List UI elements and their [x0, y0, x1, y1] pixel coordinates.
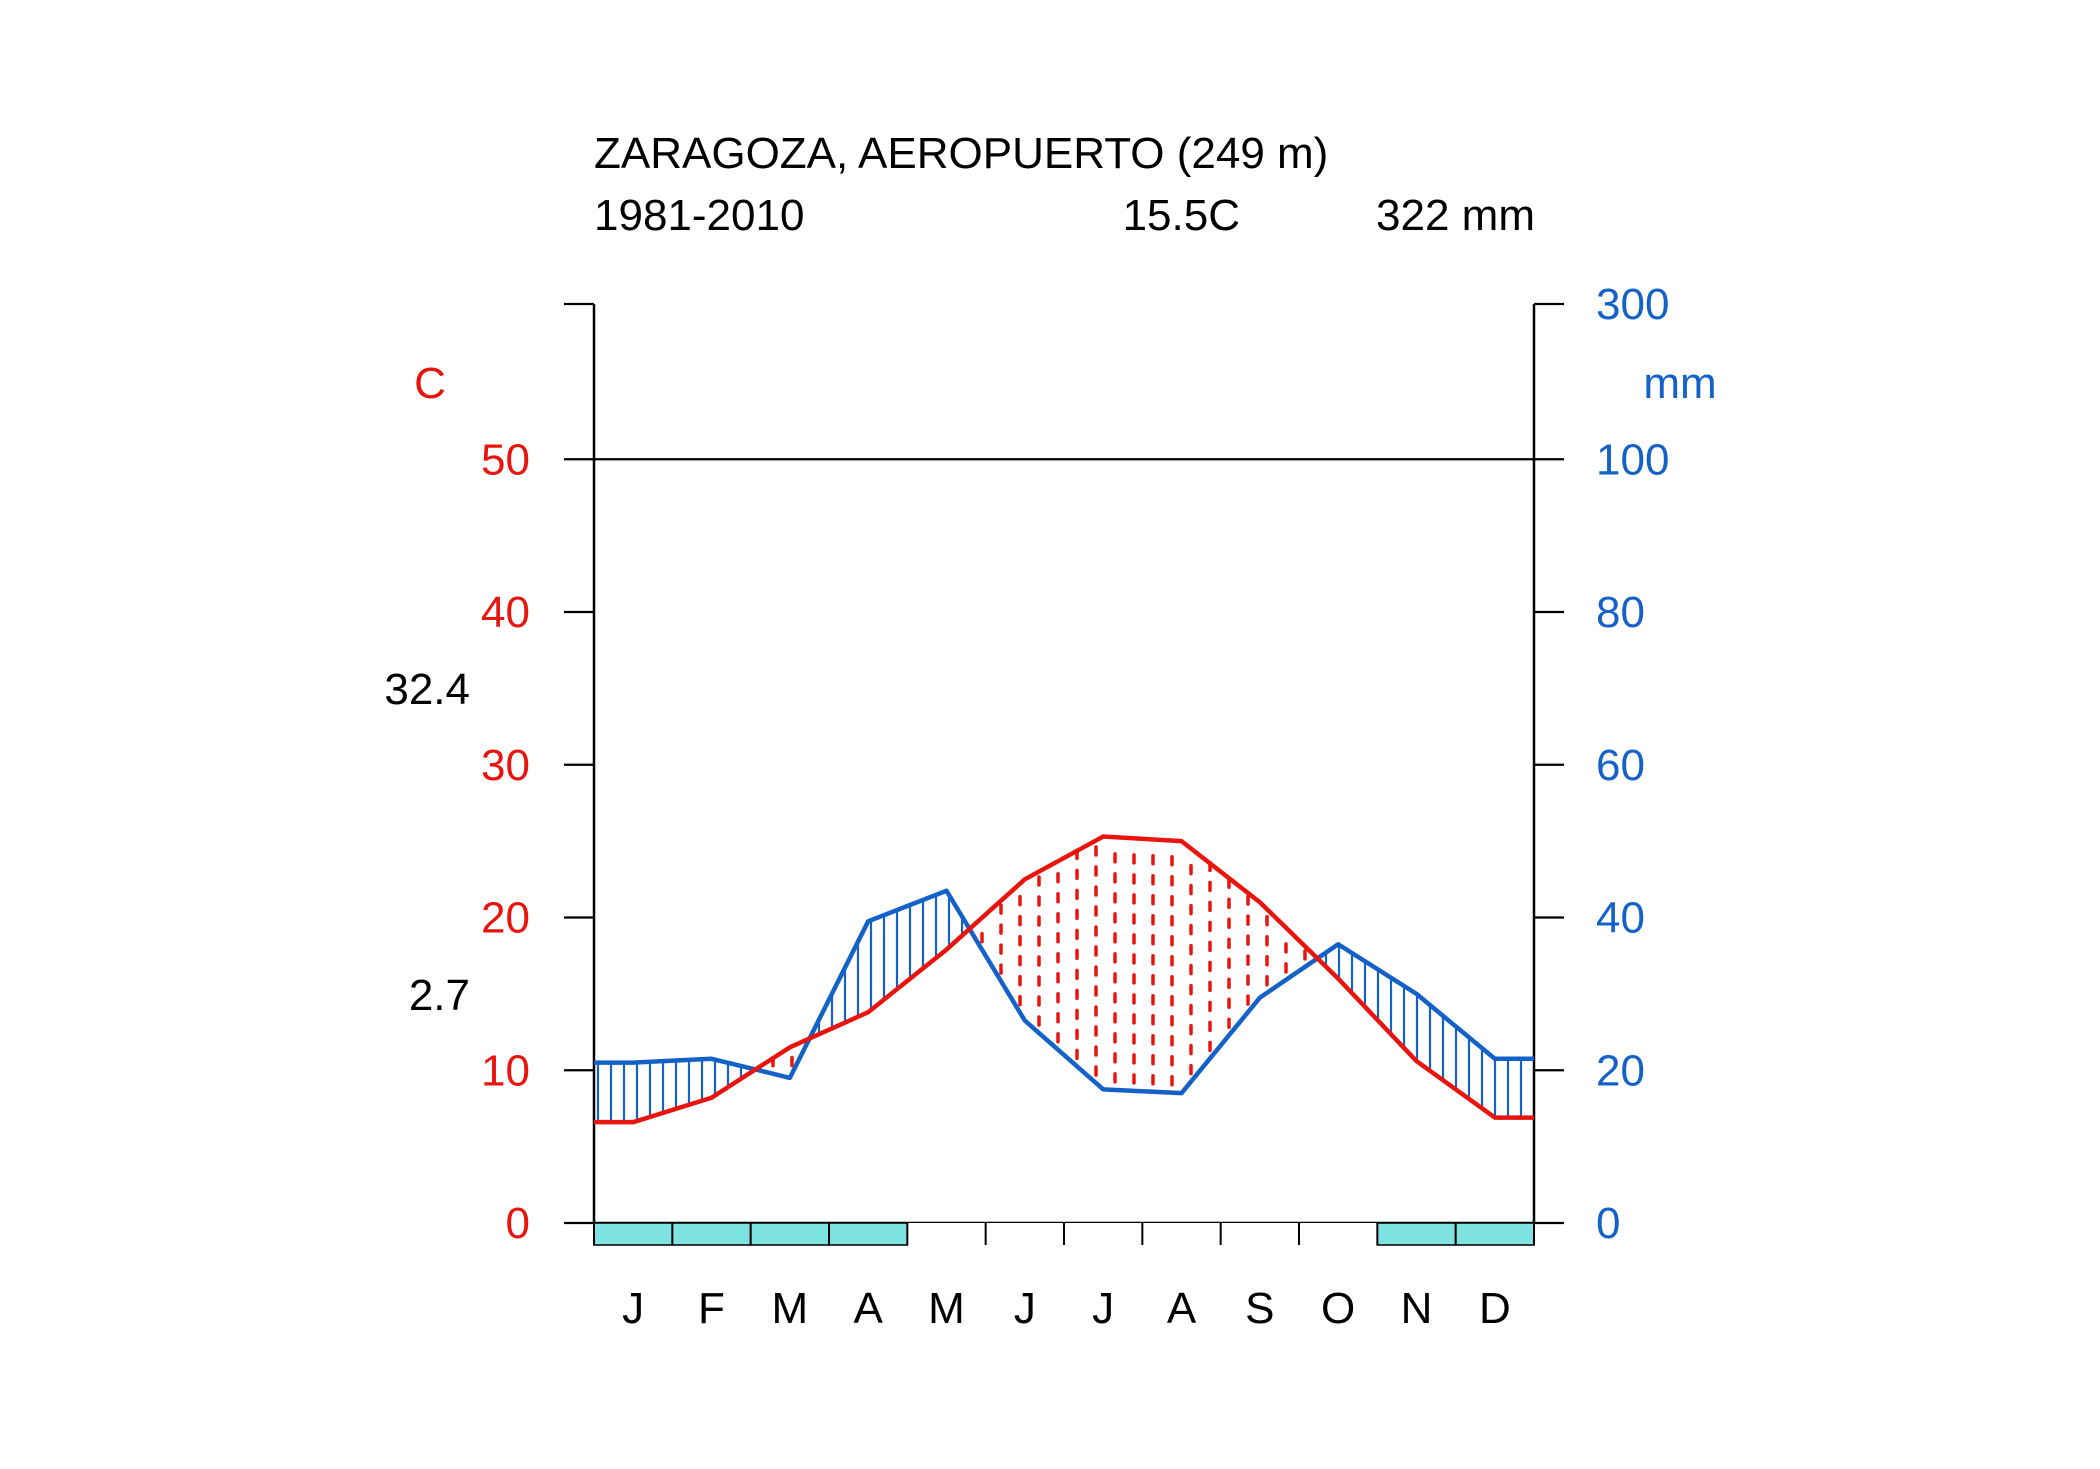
right-tick-label: 60 — [1596, 741, 1645, 790]
period-label: 1981-2010 — [594, 191, 804, 240]
right-tick-label: 0 — [1596, 1199, 1620, 1248]
month-label: S — [1245, 1284, 1274, 1333]
month-label: J — [622, 1284, 644, 1333]
right-tick-label: 300 — [1596, 280, 1669, 329]
min-temperature-label: 2.7 — [409, 971, 470, 1020]
left-tick-label: 20 — [481, 894, 530, 943]
frost-month-cell — [985, 1223, 1064, 1245]
frost-month-cell — [1142, 1223, 1221, 1245]
frost-month-cell — [1220, 1223, 1299, 1245]
left-tick-label: 40 — [481, 588, 530, 637]
tick-labels: 0 10 20 30 40 50 0 20 40 60 80 100 300 — [481, 280, 1669, 1248]
frost-month-cell — [1299, 1223, 1378, 1245]
month-label: N — [1401, 1284, 1433, 1333]
left-tick-label: 50 — [481, 435, 530, 484]
temperature-line — [594, 834, 1534, 1125]
temperature-axis-label: C — [414, 359, 446, 408]
month-label: A — [1167, 1284, 1197, 1333]
fill-layer — [596, 845, 1523, 1123]
frost-bar — [593, 1222, 1535, 1246]
frost-month-cell — [1454, 1222, 1535, 1246]
frost-month-cell — [671, 1222, 752, 1246]
month-label: F — [698, 1284, 725, 1333]
month-label: M — [772, 1284, 809, 1333]
month-label: J — [1014, 1284, 1036, 1333]
month-label: M — [928, 1284, 965, 1333]
month-label: O — [1321, 1284, 1355, 1333]
left-tick-label: 30 — [481, 741, 530, 790]
frost-month-cell — [593, 1222, 674, 1246]
annual-precipitation-label: 322 mm — [1376, 191, 1535, 240]
right-tick-label: 100 — [1596, 435, 1669, 484]
right-tick-label: 20 — [1596, 1046, 1645, 1095]
frost-month-cell — [828, 1222, 909, 1246]
right-tick-label: 40 — [1596, 894, 1645, 943]
precipitation-line — [594, 888, 1534, 1096]
mean-temperature-label: 15.5C — [1123, 191, 1240, 240]
station-title: ZARAGOZA, AEROPUERTO (249 m) — [594, 129, 1328, 178]
frost-month-cell — [1376, 1222, 1457, 1246]
precipitation-axis-label: mm — [1643, 359, 1716, 408]
month-label: A — [853, 1284, 883, 1333]
frost-month-cell — [907, 1223, 986, 1245]
month-label: J — [1092, 1284, 1114, 1333]
max-temperature-label: 32.4 — [384, 665, 470, 714]
month-label: D — [1479, 1284, 1511, 1333]
lines-layer — [594, 834, 1534, 1125]
right-tick-label: 80 — [1596, 588, 1645, 637]
frost-month-cell — [1064, 1223, 1143, 1245]
frost-month-cell — [749, 1222, 830, 1246]
left-tick-label: 10 — [481, 1046, 530, 1095]
left-tick-label: 0 — [506, 1199, 530, 1248]
